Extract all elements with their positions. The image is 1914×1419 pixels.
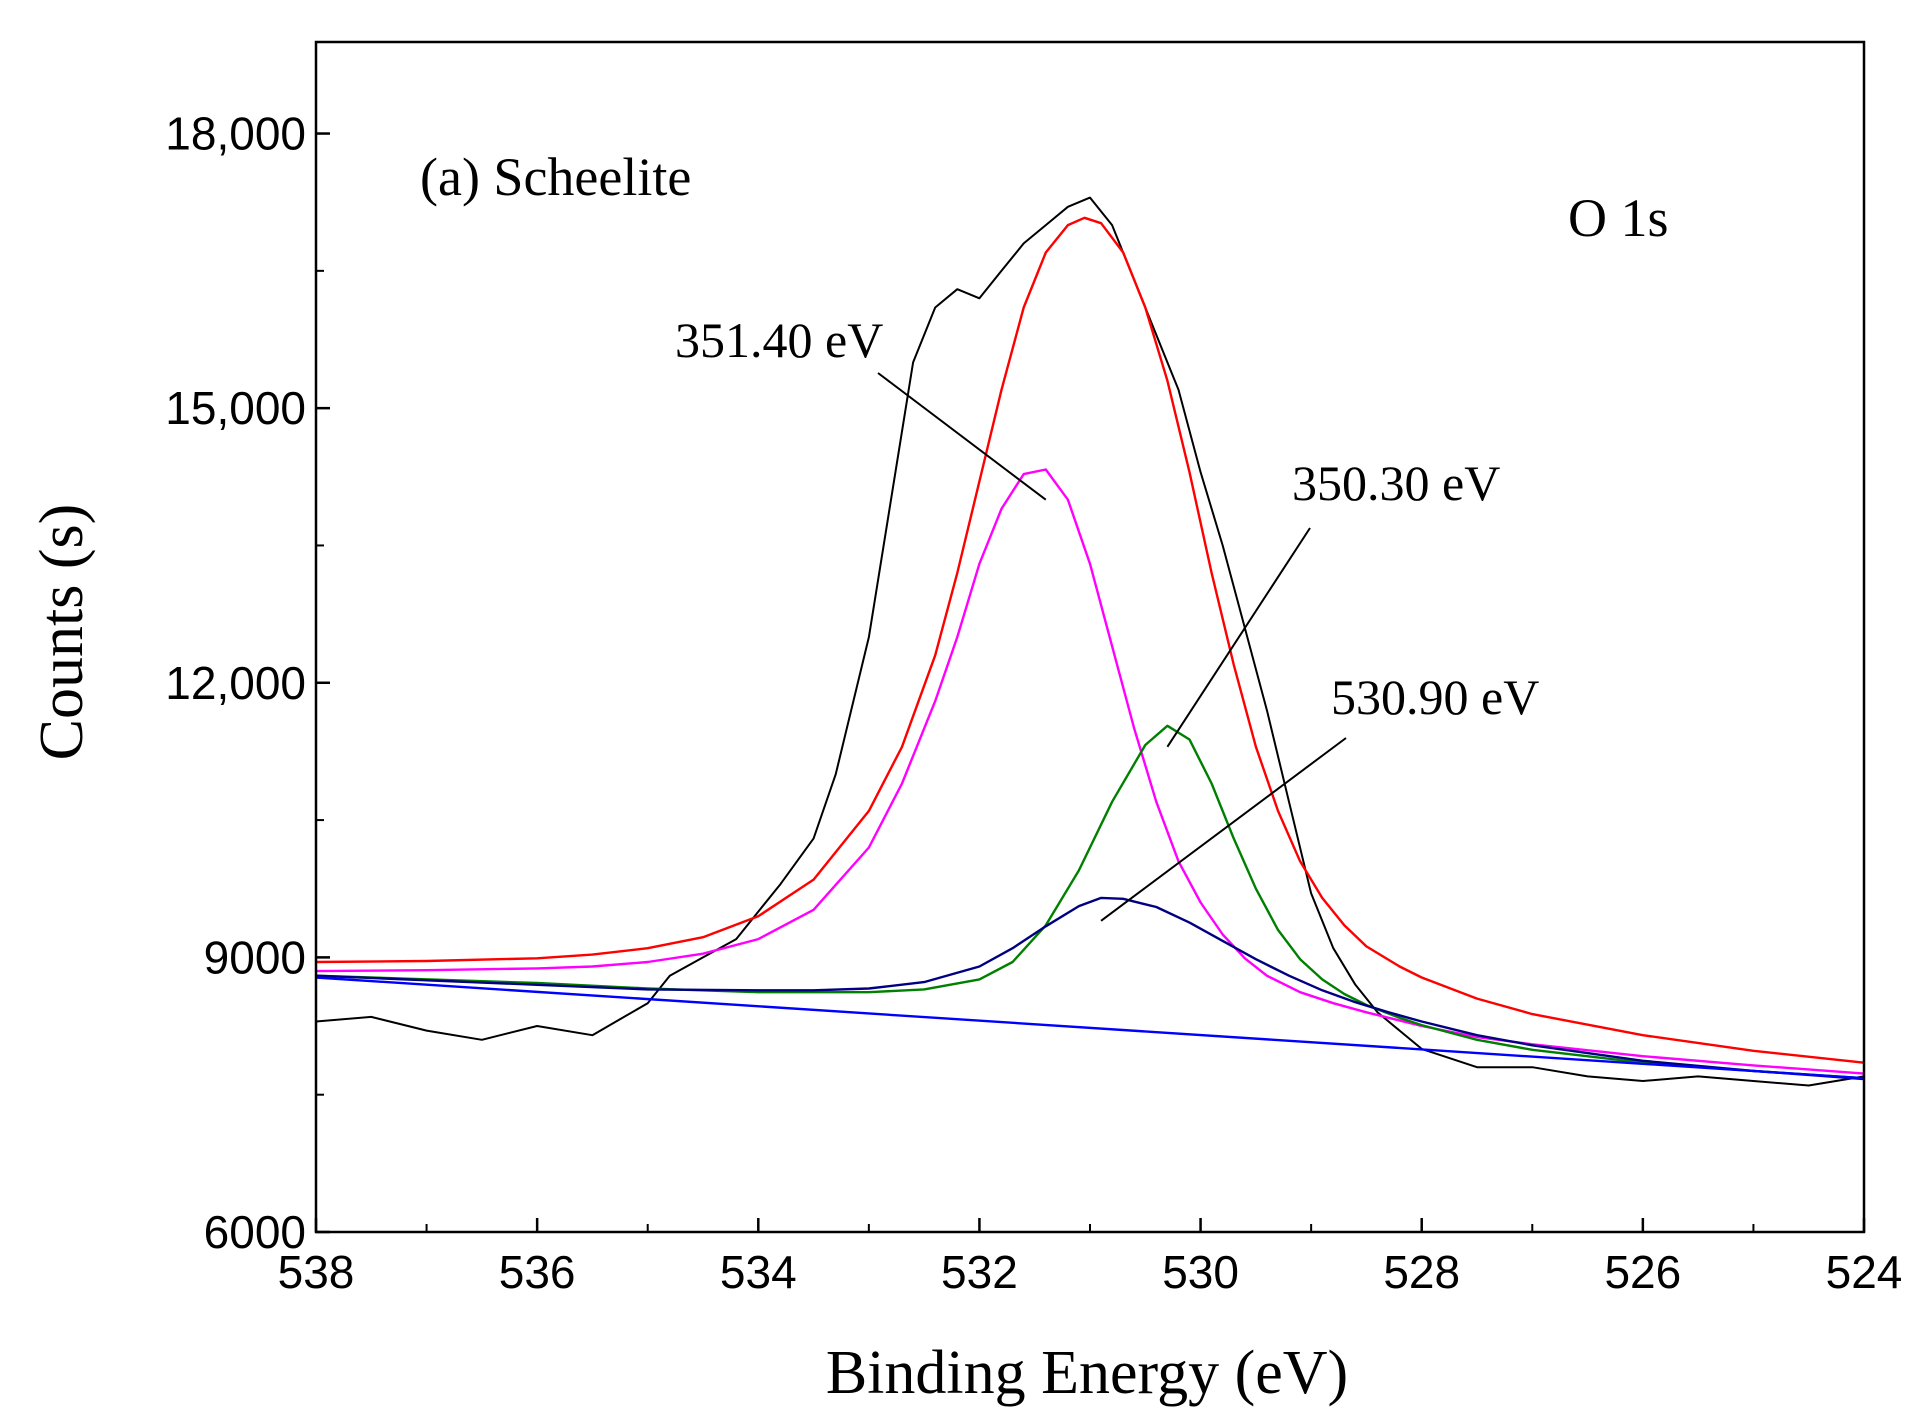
- annotation-leader: [1166, 527, 1311, 748]
- x-tick-label: 538: [278, 1246, 355, 1298]
- y-tick-label: 18,000: [165, 108, 306, 160]
- y-tick-label: 6000: [204, 1206, 306, 1258]
- x-tick-label: 530: [1162, 1246, 1239, 1298]
- y-axis-title: Counts (s): [28, 504, 96, 761]
- corner-label: O 1s: [1568, 188, 1669, 248]
- series-raw-0: [315, 196, 1865, 1087]
- chart-marks: [315, 196, 1865, 1087]
- annotations: 351.40 eV 350.30 eV 530.90 eV: [675, 312, 1539, 922]
- annotation-leader: [1100, 737, 1347, 922]
- x-tick-label: 528: [1383, 1246, 1460, 1298]
- series-component-3: [315, 724, 1865, 1080]
- y-tick-label: 12,000: [165, 657, 306, 709]
- series-background-5: [315, 976, 1865, 1080]
- x-tick-label: 532: [941, 1246, 1018, 1298]
- x-tick-label: 524: [1826, 1246, 1903, 1298]
- x-tick-label: 526: [1604, 1246, 1681, 1298]
- annotation-label: 530.90 eV: [1331, 669, 1539, 725]
- x-axis-title: Binding Energy (eV): [826, 1339, 1348, 1407]
- series-component-2: [315, 468, 1865, 1075]
- x-tick-label: 534: [720, 1246, 797, 1298]
- annotation-label: 350.30 eV: [1292, 455, 1500, 511]
- y-tick-label: 15,000: [165, 382, 306, 434]
- annotation-label: 351.40 eV: [675, 312, 883, 368]
- axis-ticks: 538 536 534 532 530 528 526 524 6000 9000 12,000 15…: [165, 108, 1902, 1298]
- x-tick-label: 536: [499, 1246, 576, 1298]
- series-component-4: [315, 896, 1865, 1081]
- panel-label: (a) Scheelite: [420, 147, 691, 207]
- series-envelope-1: [315, 216, 1865, 1064]
- y-tick-label: 9000: [204, 931, 306, 983]
- annotation-leader: [877, 372, 1047, 501]
